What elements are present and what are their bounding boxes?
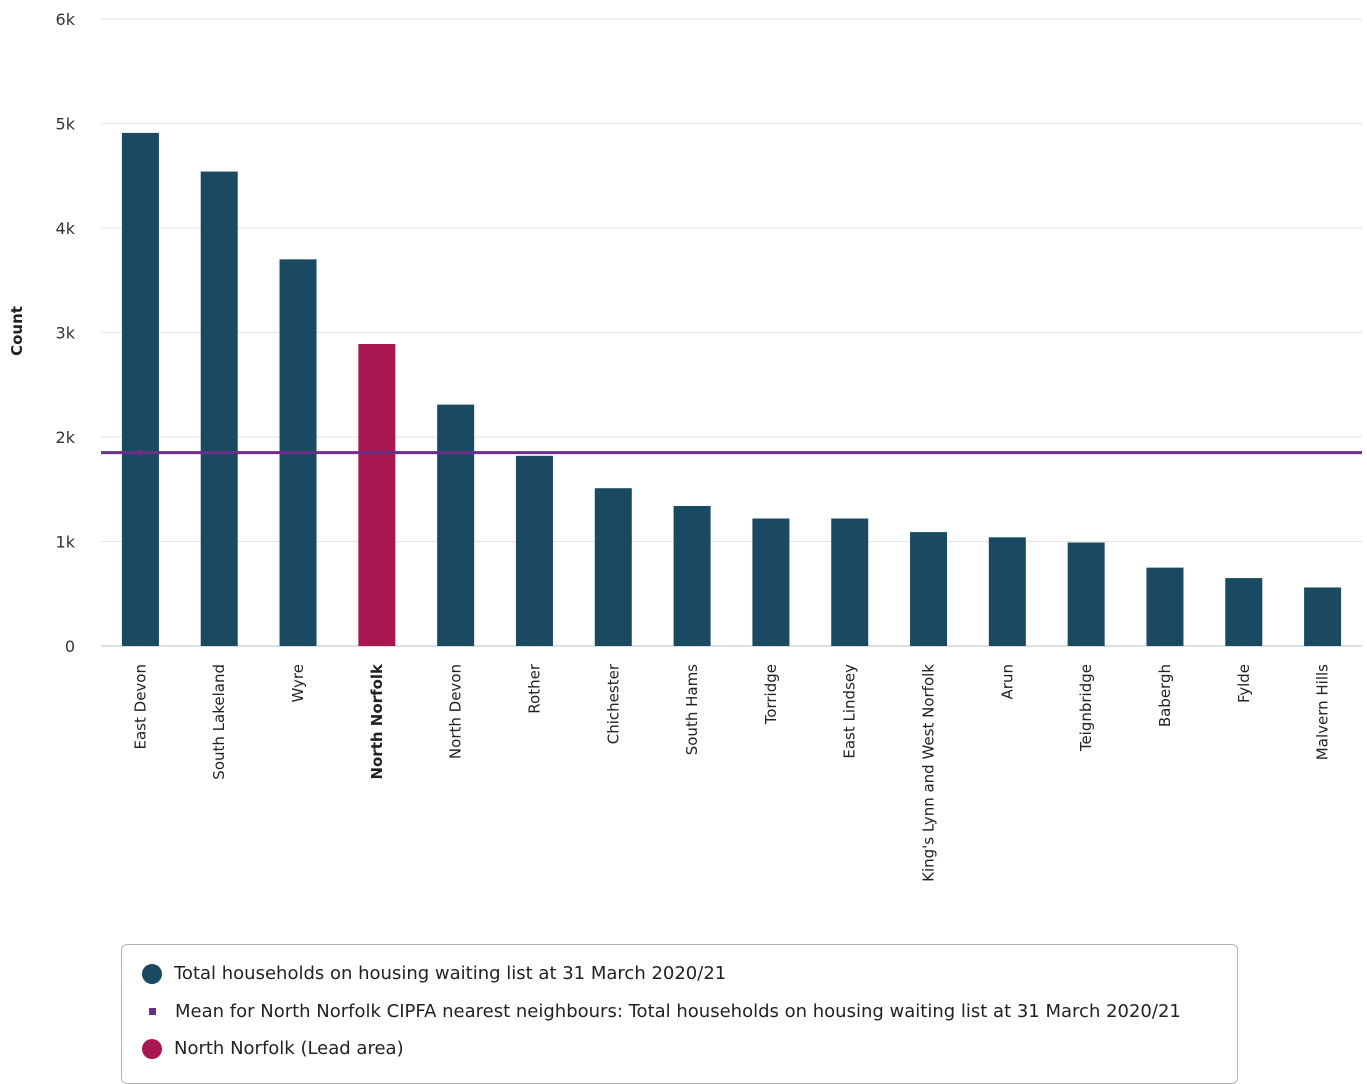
y-axis-ticks: 0 1k 2k 3k 4k 5k 6k xyxy=(56,10,76,656)
bar[interactable] xyxy=(121,132,159,646)
y-tick-label: 0 xyxy=(65,637,75,656)
y-tick-label: 2k xyxy=(56,428,76,447)
bar[interactable] xyxy=(1146,567,1184,646)
bar[interactable] xyxy=(1225,578,1263,646)
legend-swatch-mean xyxy=(149,1008,156,1015)
legend: Total households on housing waiting list… xyxy=(121,944,1238,1084)
legend-swatch-bar xyxy=(142,963,162,984)
y-tick-label: 1k xyxy=(56,533,76,552)
x-tick-label: Wyre xyxy=(289,664,307,703)
bar[interactable] xyxy=(831,518,869,646)
x-tick-label: North Norfolk xyxy=(368,663,386,780)
bar[interactable] xyxy=(200,171,238,646)
x-tick-label: East Devon xyxy=(131,664,149,749)
x-tick-label: Rother xyxy=(525,663,543,714)
y-tick-label: 4k xyxy=(56,219,76,238)
bar[interactable] xyxy=(594,488,632,646)
legend-label-lead: North Norfolk (Lead area) xyxy=(174,1038,404,1059)
x-tick-label: Chichester xyxy=(604,663,622,744)
bar[interactable] xyxy=(1067,542,1105,646)
legend-label-mean: Mean for North Norfolk CIPFA nearest nei… xyxy=(175,1001,1181,1022)
y-tick-label: 3k xyxy=(56,324,76,343)
bar-lead-area[interactable] xyxy=(358,343,396,646)
bar[interactable] xyxy=(515,455,553,646)
bar-chart: 0 1k 2k 3k 4k 5k 6k East Devon South Lakeland Wy… xyxy=(8,10,1362,882)
bar[interactable] xyxy=(437,404,475,646)
legend-item-lead[interactable]: North Norfolk (Lead area) xyxy=(142,1038,404,1059)
legend-item-mean[interactable]: Mean for North Norfolk CIPFA nearest nei… xyxy=(142,1001,1181,1022)
x-tick-label: South Hams xyxy=(683,664,701,755)
y-tick-label: 6k xyxy=(56,10,76,29)
x-tick-label: North Devon xyxy=(447,664,465,759)
x-tick-label: South Lakeland xyxy=(210,664,228,780)
legend-label-total: Total households on housing waiting list… xyxy=(174,963,727,984)
bar[interactable] xyxy=(673,505,711,646)
bar[interactable] xyxy=(988,537,1026,646)
x-tick-label: Arun xyxy=(998,664,1016,699)
x-tick-label: East Lindsey xyxy=(841,664,859,759)
y-tick-label: 5k xyxy=(56,115,76,134)
mean-marker xyxy=(137,449,144,456)
x-tick-label: Babergh xyxy=(1156,664,1174,727)
mean-line-group xyxy=(101,449,1362,456)
y-axis-title: Count xyxy=(8,306,26,356)
bars xyxy=(121,132,1342,646)
x-tick-label: King's Lynn and West Norfolk xyxy=(920,664,938,882)
legend-item-total[interactable]: Total households on housing waiting list… xyxy=(142,963,726,984)
bar[interactable] xyxy=(910,532,948,646)
bar[interactable] xyxy=(752,518,790,646)
x-tick-label: Fylde xyxy=(1235,664,1253,703)
x-tick-label: Torridge xyxy=(762,664,780,725)
legend-swatch-lead xyxy=(142,1038,162,1059)
x-axis-labels: East Devon South Lakeland Wyre North Norfol… xyxy=(131,663,1331,882)
x-tick-label: Malvern Hills xyxy=(1314,664,1332,760)
bar[interactable] xyxy=(1304,587,1342,646)
x-tick-label: Teignbridge xyxy=(1077,664,1095,752)
